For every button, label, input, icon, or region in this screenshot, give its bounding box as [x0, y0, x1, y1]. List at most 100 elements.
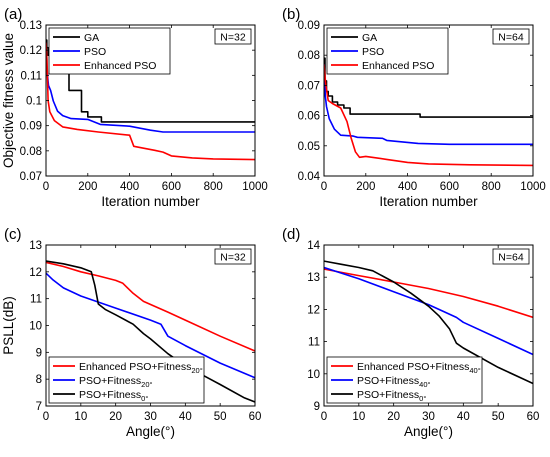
x-tick-label: 800: [204, 181, 223, 193]
panel-4: 0 10 20 30 40 50 60 9 10 11 12 13 14 Angle(°) (d) N=64 E…: [282, 226, 539, 439]
panel-label: (b): [282, 6, 300, 23]
x-tick-label: 200: [78, 181, 97, 193]
y-tick-label: 12: [29, 267, 42, 279]
y-tick-label: 0.06: [298, 111, 320, 123]
y-tick-label: 0.11: [20, 70, 42, 82]
y-tick-label: 0.08: [20, 146, 42, 158]
x-tick-label: 60: [527, 411, 540, 423]
y-tick-label: 0.07: [20, 171, 42, 183]
legend-subscript: 40°: [469, 366, 480, 375]
y-tick-label: 11: [308, 337, 320, 349]
legend-entry: Enhanced PSO: [362, 60, 434, 72]
x-axis-label: Angle(°): [404, 424, 453, 439]
legend-subscript: 20°: [141, 380, 152, 389]
y-tick-label: 0.12: [20, 45, 42, 57]
legend-entry: GA: [84, 32, 99, 44]
series-line-2: [46, 272, 255, 379]
series-line-3: [46, 42, 255, 161]
x-tick-label: 0: [321, 411, 327, 423]
x-tick-label: 1000: [242, 181, 268, 193]
y-tick-label: 12: [307, 304, 320, 316]
panel-label: (c): [4, 226, 22, 243]
y-tick-label: 7: [36, 401, 42, 413]
x-tick-label: 200: [356, 181, 375, 193]
x-tick-label: 0: [43, 181, 49, 193]
legend-subscript: 20°: [191, 366, 202, 375]
y-tick-label: 0.07: [298, 80, 320, 92]
y-tick-label: 0.05: [298, 141, 320, 153]
legend-entry: PSO+Fitness20°: [79, 375, 153, 389]
y-tick-label: 9: [314, 401, 320, 413]
legend-entry: PSO+Fitness0°: [357, 389, 426, 403]
y-tick-label: 10: [29, 321, 42, 333]
plot-frame: [323, 24, 534, 177]
legend: Enhanced PSO+Fitness40°PSO+Fitness40°PSO…: [326, 356, 483, 404]
y-tick-label: 0.1: [26, 96, 42, 108]
y-tick-label: 0.09: [20, 121, 42, 133]
x-tick-label: 1000: [520, 181, 546, 193]
y-tick-label: 8: [36, 374, 42, 386]
x-axis-label: Iteration number: [379, 194, 478, 209]
legend: GA PSO Enhanced PSO: [326, 27, 449, 75]
badge-box: [214, 248, 252, 265]
y-tick-label: 0.13: [20, 20, 42, 32]
x-tick-label: 30: [144, 411, 157, 423]
badge-box: [492, 28, 530, 45]
legend-entry: Enhanced PSO: [84, 60, 156, 72]
series-line-2: [324, 64, 533, 146]
badge-text: N=64: [498, 32, 524, 44]
x-tick-label: 50: [492, 411, 505, 423]
y-tick-label: 14: [307, 240, 320, 252]
x-tick-label: 20: [109, 411, 122, 423]
series-line-1: [324, 57, 533, 118]
x-tick-label: 10: [352, 411, 365, 423]
x-tick-label: 0: [321, 181, 327, 193]
x-tick-label: 20: [387, 411, 400, 423]
x-tick-label: 40: [179, 411, 192, 423]
legend-subscript: 0°: [419, 394, 426, 403]
x-tick-label: 50: [214, 411, 227, 423]
legend-subscript: 0°: [141, 394, 148, 403]
legend-entry: Enhanced PSO+Fitness40°: [357, 361, 481, 375]
x-tick-label: 10: [74, 411, 87, 423]
legend-entry: PSO+Fitness0°: [79, 389, 148, 403]
x-tick-label: 400: [120, 181, 139, 193]
badge-text: N=64: [498, 252, 524, 264]
y-tick-label: 0.08: [298, 50, 320, 62]
x-tick-label: 30: [422, 411, 435, 423]
series-line-2: [324, 266, 533, 356]
y-tick-label: 13: [307, 272, 320, 284]
badge-box: [492, 248, 530, 265]
panel-label: (d): [282, 226, 300, 243]
y-tick-label: 11: [30, 294, 42, 306]
y-tick-label: 9: [36, 347, 42, 359]
y-tick-label: 0.04: [298, 171, 321, 183]
legend-entry: PSO: [84, 46, 106, 58]
series-line-2: [46, 55, 255, 133]
badge-box: [214, 28, 252, 45]
x-tick-label: 60: [249, 411, 262, 423]
x-tick-label: 0: [43, 411, 49, 423]
x-tick-label: 400: [398, 181, 417, 193]
panel-3: 0 10 20 30 40 50 60 7 8 9 10 11 12 13 Angle(°) PSLL(dB)…: [1, 226, 261, 439]
series-line-3: [324, 64, 533, 167]
x-tick-label: 40: [457, 411, 470, 423]
y-axis-label: PSLL(dB): [1, 296, 16, 355]
y-tick-label: 13: [29, 240, 42, 252]
legend-entry: PSO+Fitness40°: [357, 375, 431, 389]
badge-text: N=32: [220, 252, 246, 264]
series-line-1: [324, 268, 533, 319]
y-axis-label: Objective fitness value: [1, 33, 16, 168]
legend-entry: PSO: [362, 46, 384, 58]
x-tick-label: 800: [482, 181, 501, 193]
series-line-3: [324, 260, 533, 385]
legend-entry: Enhanced PSO+Fitness20°: [79, 361, 203, 375]
legend-subscript: 40°: [419, 380, 430, 389]
x-axis-label: Iteration number: [101, 194, 200, 209]
series-line-1: [46, 261, 255, 352]
panel-2: 0 200 400 600 800 1000 0.04 0.05 0.06 0.07 0.08 0.0…: [282, 6, 546, 209]
panel-1: 0 200 400 600 800 1000 0.07 0.08 0.09 0.1 0.11 0.12…: [1, 6, 268, 209]
x-axis-label: Angle(°): [126, 424, 175, 439]
